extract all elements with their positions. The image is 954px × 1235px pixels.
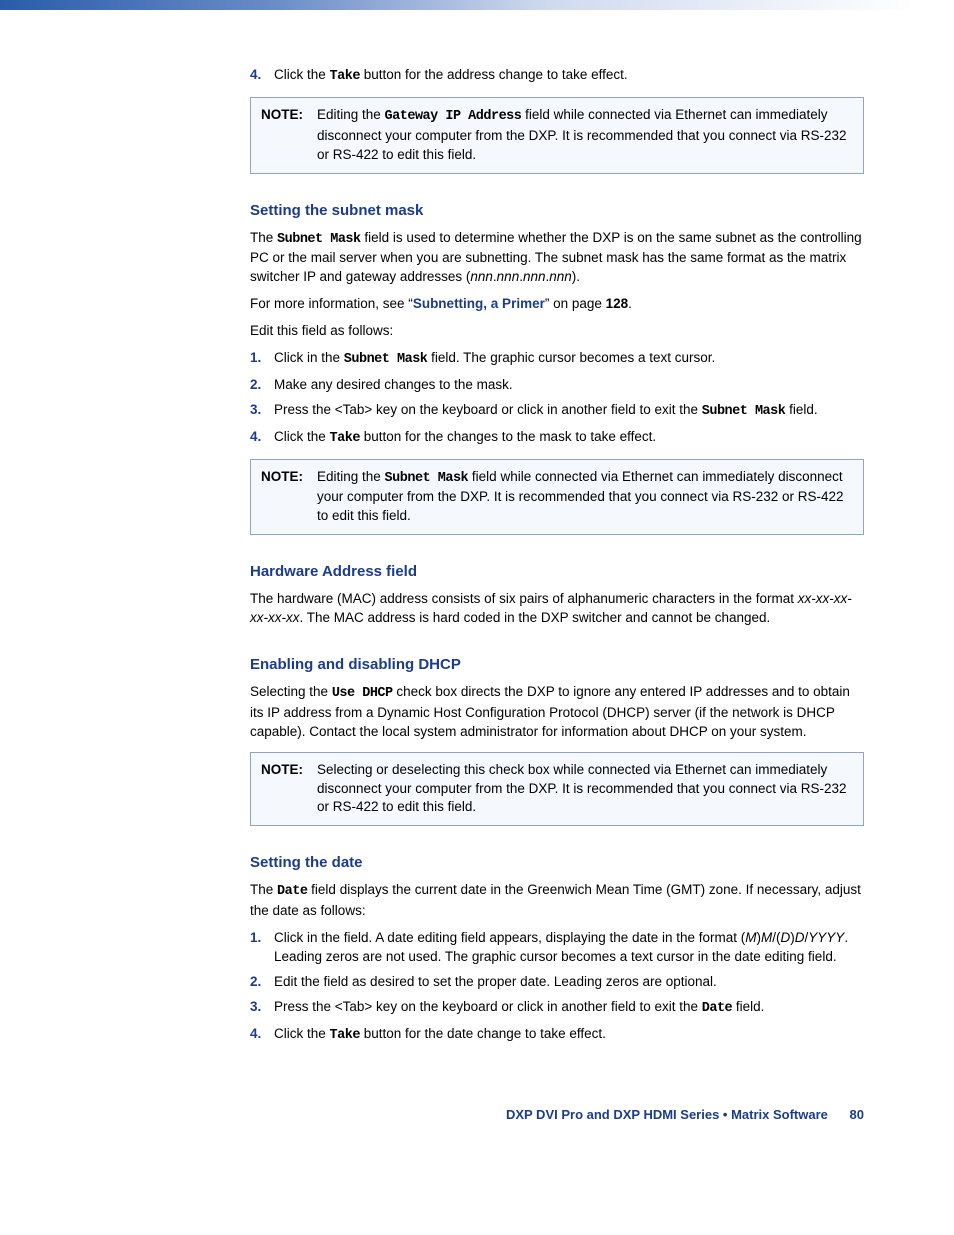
step-text: Click the Take button for the changes to… xyxy=(274,428,864,449)
note-box: NOTE: Editing the Subnet Mask field whil… xyxy=(250,459,864,536)
heading-dhcp: Enabling and disabling DHCP xyxy=(250,654,864,675)
list-item: 1. Click in the field. A date editing fi… xyxy=(250,929,864,967)
note-box: NOTE: Selecting or deselecting this chec… xyxy=(250,752,864,827)
step-number: 1. xyxy=(250,349,274,370)
list-item: 4. Click the Take button for the address… xyxy=(250,66,864,87)
step-text: Click in the field. A date editing field… xyxy=(274,929,864,967)
step-text: Press the <Tab> key on the keyboard or c… xyxy=(274,401,864,422)
page-number: 80 xyxy=(850,1107,864,1122)
heading-hardware-address: Hardware Address field xyxy=(250,561,864,582)
step-text: Click the Take button for the date chang… xyxy=(274,1025,864,1046)
step-text: Click in the Subnet Mask field. The grap… xyxy=(274,349,864,370)
body-text: Selecting the Use DHCP check box directs… xyxy=(250,683,864,742)
page-footer: DXP DVI Pro and DXP HDMI Series • Matrix… xyxy=(250,1106,864,1124)
step-text: Click the Take button for the address ch… xyxy=(274,66,864,87)
page-body: 4. Click the Take button for the address… xyxy=(0,10,954,1164)
step-number: 3. xyxy=(250,401,274,422)
note-label: NOTE: xyxy=(261,468,317,527)
step-number: 3. xyxy=(250,998,274,1019)
list-item: 2. Make any desired changes to the mask. xyxy=(250,376,864,395)
list-item: 4. Click the Take button for the changes… xyxy=(250,428,864,449)
link-subnetting-primer[interactable]: Subnetting, a Primer xyxy=(413,296,545,311)
step-text: Edit the field as desired to set the pro… xyxy=(274,973,864,992)
list-item: 3. Press the <Tab> key on the keyboard o… xyxy=(250,401,864,422)
body-text: The Subnet Mask field is used to determi… xyxy=(250,229,864,288)
step-text: Make any desired changes to the mask. xyxy=(274,376,864,395)
step-number: 2. xyxy=(250,376,274,395)
step-number: 1. xyxy=(250,929,274,967)
footer-title: DXP DVI Pro and DXP HDMI Series • Matrix… xyxy=(506,1107,828,1122)
body-text: The hardware (MAC) address consists of s… xyxy=(250,590,864,628)
step-text: Press the <Tab> key on the keyboard or c… xyxy=(274,998,864,1019)
body-text: Edit this field as follows: xyxy=(250,322,864,341)
note-label: NOTE: xyxy=(261,106,317,165)
step-number: 4. xyxy=(250,66,274,87)
note-label: NOTE: xyxy=(261,761,317,818)
body-text: The Date field displays the current date… xyxy=(250,881,864,921)
list-item: 1. Click in the Subnet Mask field. The g… xyxy=(250,349,864,370)
heading-subnet-mask: Setting the subnet mask xyxy=(250,200,864,221)
top-accent-bar xyxy=(0,0,914,10)
step-number: 4. xyxy=(250,428,274,449)
body-text: For more information, see “Subnetting, a… xyxy=(250,295,864,314)
step-number: 4. xyxy=(250,1025,274,1046)
list-item: 3. Press the <Tab> key on the keyboard o… xyxy=(250,998,864,1019)
note-text: Editing the Subnet Mask field while conn… xyxy=(317,468,853,527)
note-text: Editing the Gateway IP Address field whi… xyxy=(317,106,853,165)
heading-setting-date: Setting the date xyxy=(250,852,864,873)
list-item: 2. Edit the field as desired to set the … xyxy=(250,973,864,992)
note-text: Selecting or deselecting this check box … xyxy=(317,761,853,818)
step-number: 2. xyxy=(250,973,274,992)
list-item: 4. Click the Take button for the date ch… xyxy=(250,1025,864,1046)
note-box: NOTE: Editing the Gateway IP Address fie… xyxy=(250,97,864,174)
